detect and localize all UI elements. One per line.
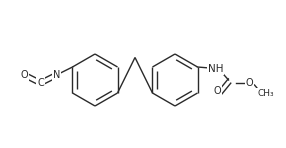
Text: O: O [246,78,253,88]
Text: O: O [214,86,221,96]
Text: CH₃: CH₃ [257,89,274,98]
Text: C: C [37,78,44,88]
Text: O: O [21,70,28,80]
Text: NH: NH [208,64,223,74]
Text: N: N [53,70,60,80]
